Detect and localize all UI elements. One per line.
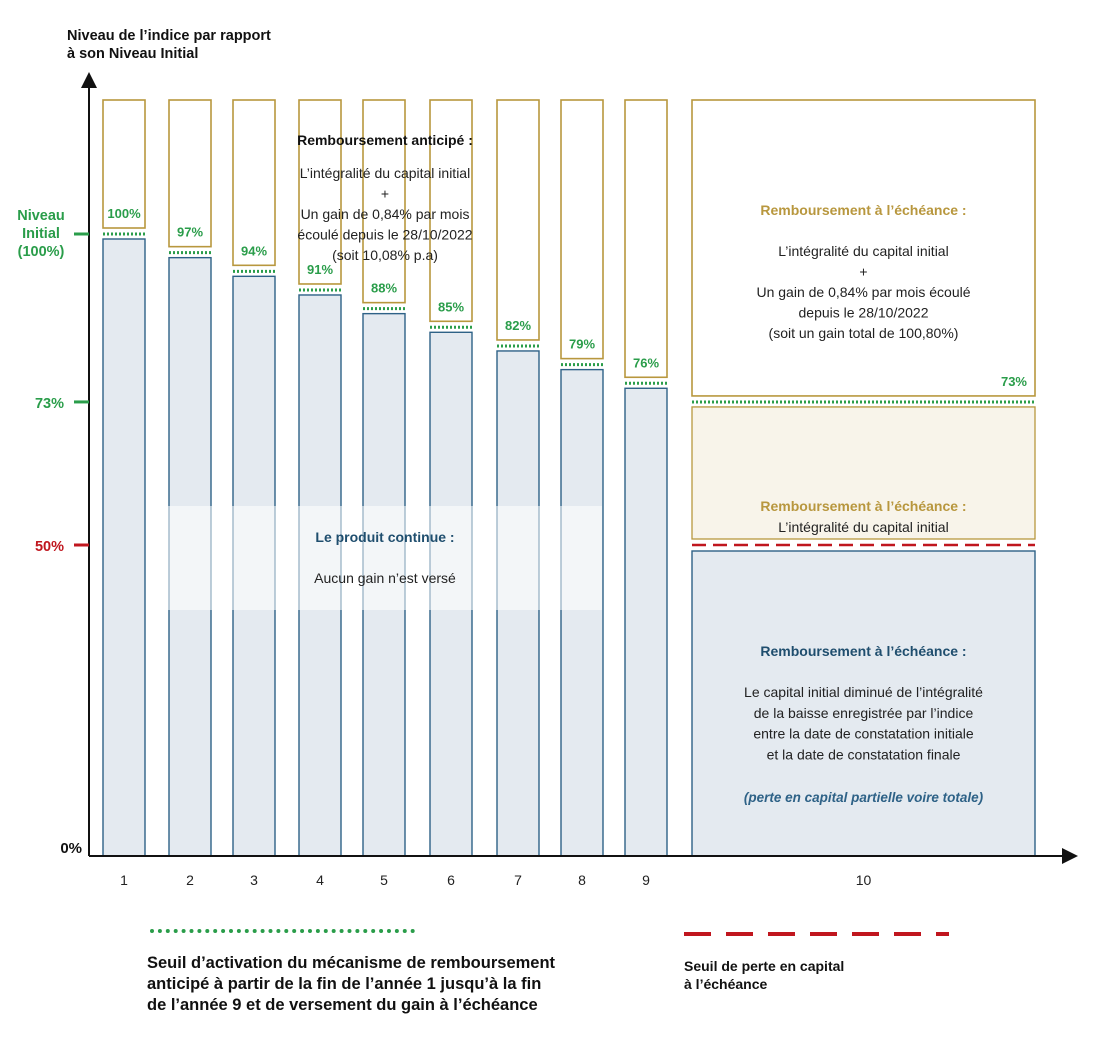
x-tick-label: 2 (186, 872, 194, 888)
y-axis-title-line: à son Niveau Initial (67, 46, 198, 62)
continue-zone-band (168, 506, 602, 610)
threshold-label: 94% (241, 243, 267, 258)
y-tick-label: Initial (22, 226, 60, 242)
x-tick-label: 10 (856, 872, 872, 888)
legend-early-threshold-text: Seuil d’activation du mécanisme de rembo… (147, 954, 556, 1014)
early-redemption-zone-box (429, 99, 473, 323)
y-axis-title: Niveau de l’indice par rapport à son Nive… (67, 28, 271, 62)
maturity-gain-line: (soit un gain total de 100,80%) (769, 325, 959, 341)
threshold-label: 79% (569, 337, 595, 352)
maturity-gain-box (691, 99, 1036, 397)
threshold-label: 85% (438, 299, 464, 314)
threshold-label: 100% (107, 206, 141, 221)
y-tick-label: Niveau (17, 208, 65, 224)
maturity-loss-line: Le capital initial diminué de l’intégral… (744, 684, 983, 700)
y-tick-label: 50% (35, 539, 64, 555)
x-tick-label: 5 (380, 872, 388, 888)
y-tick-label: 0% (60, 840, 82, 857)
y-axis-title-line: Niveau de l’indice par rapport (67, 28, 271, 44)
early-redemption-zone-box (496, 99, 540, 341)
early-redemption-zone-box (232, 99, 276, 267)
year-bar (102, 238, 146, 857)
early-redemption-line: Un gain de 0,84% par mois (301, 206, 470, 222)
early-redemption-zone-box (168, 99, 212, 248)
threshold-label: 91% (307, 262, 333, 277)
threshold-label: 76% (633, 355, 659, 370)
x-tick-label: 3 (250, 872, 258, 888)
early-redemption-line: écoulé depuis le 28/10/2022 (297, 227, 472, 243)
threshold-label: 73% (1001, 374, 1027, 389)
maturity-capital-line: L’intégralité du capital initial (778, 519, 948, 535)
early-redemption-line: (soit 10,08% p.a) (332, 247, 438, 263)
maturity-loss-box (691, 550, 1036, 857)
maturity-gain-line: Un gain de 0,84% par mois écoulé (756, 284, 970, 300)
continue-title: Le produit continue : (315, 529, 454, 545)
x-tick-label: 4 (316, 872, 324, 888)
legend-dotted-line (150, 929, 415, 933)
x-tick-label: 8 (578, 872, 586, 888)
x-tick-label: 7 (514, 872, 522, 888)
maturity-loss-line: et la date de constatation finale (767, 746, 961, 762)
maturity-loss-note: (perte en capital partielle voire totale… (744, 790, 984, 805)
year-bar (624, 387, 668, 857)
early-redemption-line: L’intégralité du capital initial (300, 165, 470, 181)
maturity-gain-line: depuis le 28/10/2022 (799, 305, 929, 321)
legend-dashed-line (684, 932, 949, 936)
maturity-loss-title: Remboursement à l’échéance : (760, 643, 966, 659)
year-bar (560, 368, 604, 857)
maturity-gain-title: Remboursement à l’échéance : (760, 202, 966, 218)
maturity-loss-line: de la baisse enregistrée par l’indice (754, 705, 974, 721)
continue-text: Aucun gain n’est versé (314, 570, 456, 586)
early-redemption-title: Remboursement anticipé : (297, 132, 473, 148)
y-tick-label: 73% (35, 396, 64, 412)
maturity-loss-line: entre la date de constatation initiale (753, 726, 973, 742)
early-redemption-zone-box (102, 99, 146, 229)
maturity-gain-line: + (859, 264, 867, 280)
legend-loss-threshold-text: Seuil de perte en capital à l’échéance (684, 958, 845, 992)
x-tick-label: 1 (120, 872, 128, 888)
early-redemption-zone-box (624, 99, 668, 379)
x-tick-label: 9 (642, 872, 650, 888)
x-tick-label: 6 (447, 872, 455, 888)
threshold-label: 88% (371, 281, 397, 296)
maturity-capital-box (691, 406, 1036, 540)
early-redemption-zone-box (298, 99, 342, 285)
early-redemption-zone-box (362, 99, 406, 304)
maturity-gain-line: L’intégralité du capital initial (778, 243, 948, 259)
early-redemption-line: + (381, 186, 389, 202)
early-redemption-zone-box (560, 99, 604, 360)
threshold-label: 97% (177, 225, 203, 240)
maturity-capital-title: Remboursement à l’échéance : (760, 498, 966, 514)
y-tick-label: (100%) (18, 244, 65, 260)
threshold-label: 82% (505, 318, 531, 333)
